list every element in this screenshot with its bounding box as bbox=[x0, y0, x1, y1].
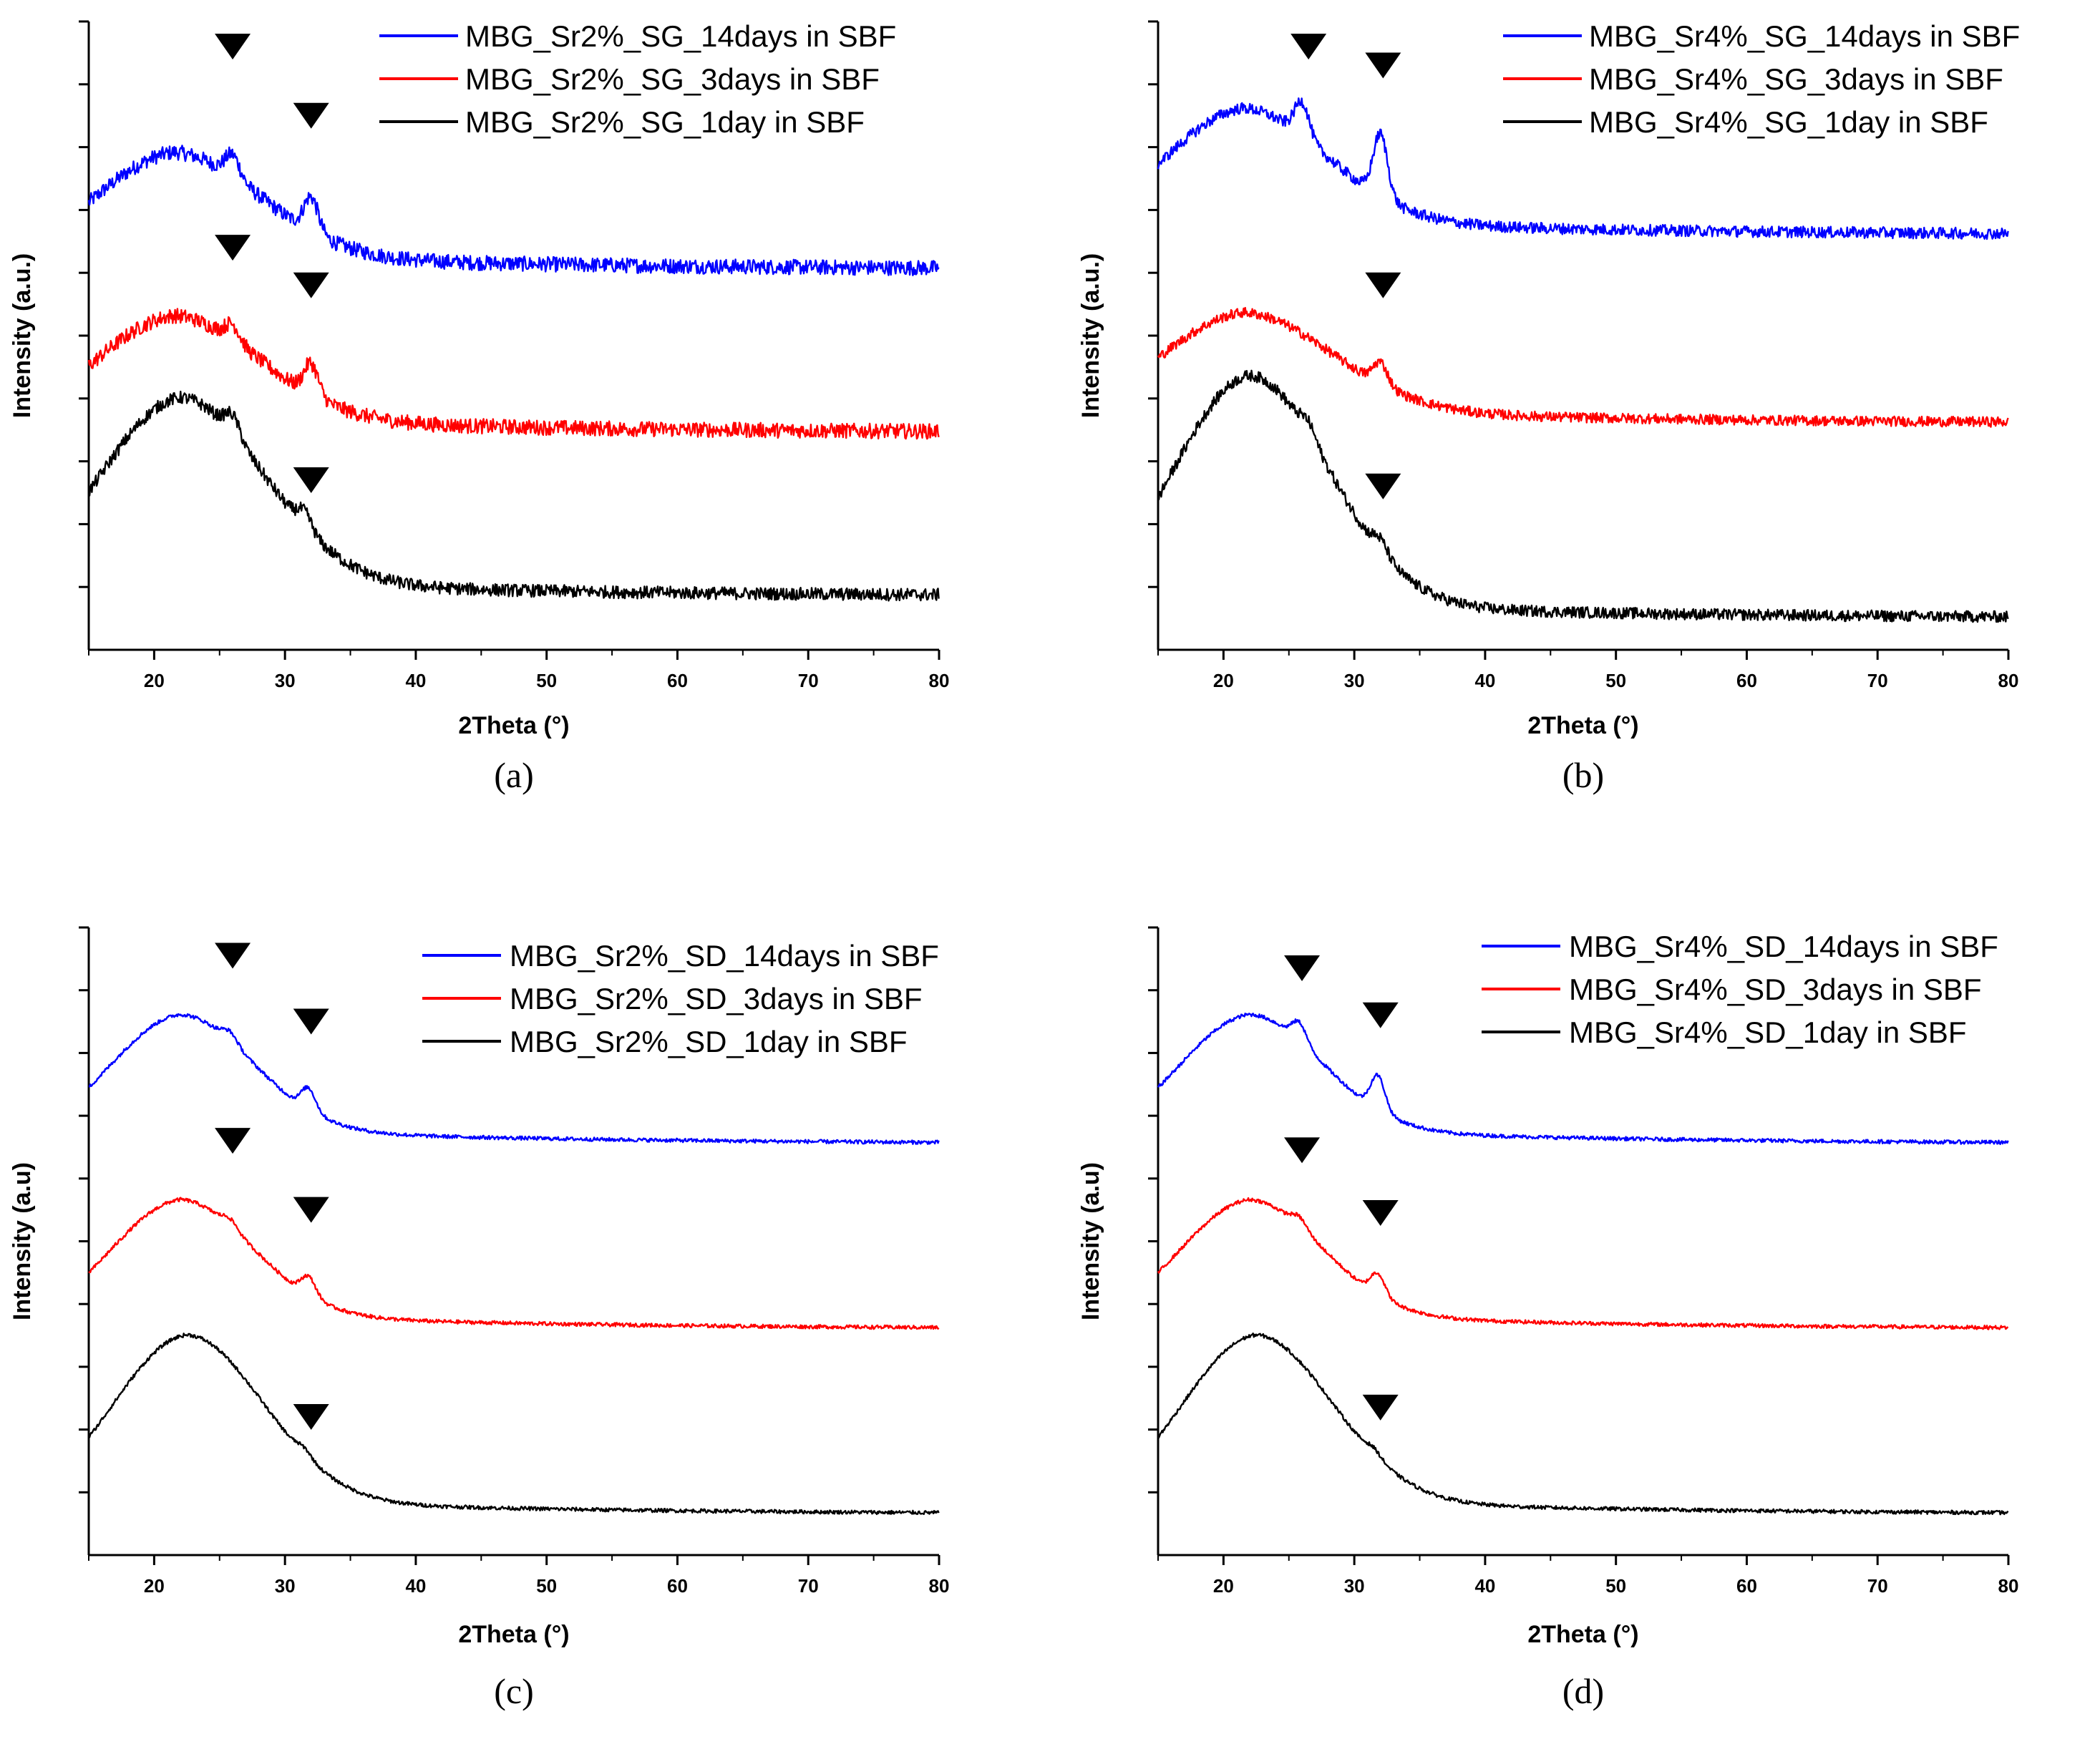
x-tick-label: 50 bbox=[536, 1575, 557, 1597]
peak-marker bbox=[293, 272, 329, 298]
peak-marker bbox=[1290, 34, 1327, 60]
legend-entry: MBG_Sr2%_SD_14days in SBF bbox=[510, 939, 939, 973]
panel-c: 20 30 40 50 60 70 80 2Theta (°) Intensity (a.u) M… bbox=[9, 926, 950, 1711]
peak-marker bbox=[293, 1404, 329, 1431]
series-line-1 bbox=[1157, 1013, 2009, 1145]
x-tick-label: 60 bbox=[667, 670, 688, 691]
x-tick-label: 30 bbox=[1344, 670, 1365, 691]
peak-marker bbox=[215, 235, 251, 261]
series-line-2 bbox=[88, 1197, 940, 1330]
legend: MBG_Sr4%_SG_14days in SBF MBG_Sr4%_SG_3da… bbox=[1503, 19, 2020, 139]
x-tick-label: 80 bbox=[1998, 670, 2019, 691]
panel-label: (c) bbox=[494, 1671, 534, 1711]
series-line-3 bbox=[88, 1333, 940, 1516]
x-tick-label: 20 bbox=[144, 670, 165, 691]
x-axis-title: 2Theta (°) bbox=[458, 712, 569, 739]
x-tick-label: 80 bbox=[929, 670, 950, 691]
y-axis-title: Intensity (a.u) bbox=[1077, 1162, 1104, 1320]
series-line-2 bbox=[1157, 306, 2009, 428]
x-tick-label: 30 bbox=[275, 1575, 296, 1597]
legend-entry: MBG_Sr2%_SG_3days in SBF bbox=[465, 62, 880, 96]
series-line-3 bbox=[1157, 1333, 2009, 1516]
panel-label: (b) bbox=[1562, 755, 1604, 795]
series-line-3 bbox=[88, 390, 940, 602]
x-tick-label: 60 bbox=[1736, 1575, 1757, 1597]
peak-marker bbox=[1362, 1394, 1399, 1421]
y-axis-title: Intensity (a.u.) bbox=[1077, 253, 1104, 418]
legend-entry: MBG_Sr4%_SD_3days in SBF bbox=[1569, 973, 1982, 1006]
panel-a: 20 30 40 50 60 70 80 2Theta (°) Intensity (a.u.)… bbox=[9, 19, 949, 795]
x-tick-label: 20 bbox=[144, 1575, 165, 1597]
y-axis-title: Intensity (a.u.) bbox=[9, 253, 36, 418]
x-tick-label: 80 bbox=[1998, 1575, 2019, 1597]
peak-marker bbox=[293, 1008, 329, 1035]
x-tick-label: 40 bbox=[405, 1575, 426, 1597]
x-tick-label: 40 bbox=[405, 670, 426, 691]
peak-marker bbox=[1362, 1002, 1399, 1028]
x-tick-label: 70 bbox=[1867, 670, 1888, 691]
y-axis-title: Intensity (a.u) bbox=[9, 1162, 36, 1320]
legend: MBG_Sr4%_SD_14days in SBF MBG_Sr4%_SD_3da… bbox=[1482, 930, 1998, 1049]
legend-entry: MBG_Sr4%_SD_1day in SBF bbox=[1569, 1015, 1967, 1049]
legend-entry: MBG_Sr2%_SG_1day in SBF bbox=[465, 105, 865, 139]
legend-entry: MBG_Sr4%_SG_3days in SBF bbox=[1589, 62, 2003, 96]
series-line-1 bbox=[88, 1013, 940, 1145]
panel-label: (d) bbox=[1562, 1671, 1604, 1711]
legend: MBG_Sr2%_SG_14days in SBF MBG_Sr2%_SG_3da… bbox=[379, 19, 896, 139]
x-tick-label: 20 bbox=[1213, 1575, 1234, 1597]
series-line-2 bbox=[87, 308, 940, 440]
peak-marker bbox=[1362, 1200, 1399, 1227]
legend: MBG_Sr2%_SD_14days in SBF MBG_Sr2%_SD_3da… bbox=[422, 939, 939, 1058]
x-tick-label: 40 bbox=[1474, 1575, 1495, 1597]
peak-marker bbox=[1365, 52, 1401, 79]
peak-marker bbox=[215, 942, 251, 969]
x-tick-label: 70 bbox=[798, 670, 819, 691]
peak-marker bbox=[215, 1128, 251, 1154]
peak-marker bbox=[1284, 1137, 1321, 1164]
peak-marker bbox=[293, 102, 329, 129]
x-axis-title: 2Theta (°) bbox=[1527, 1621, 1638, 1648]
panel-d: 20 30 40 50 60 70 80 2Theta (°) Intensity (a.u) M… bbox=[1077, 926, 2019, 1711]
legend-entry: MBG_Sr4%_SG_14days in SBF bbox=[1589, 19, 2020, 53]
panel-b: 20 30 40 50 60 70 80 2Theta (°) Intensity (a.u.)… bbox=[1077, 19, 2020, 795]
x-tick-label: 20 bbox=[1213, 670, 1234, 691]
x-tick-label: 50 bbox=[1605, 670, 1626, 691]
x-tick-label: 40 bbox=[1474, 670, 1495, 691]
peak-marker bbox=[1284, 955, 1321, 982]
legend-entry: MBG_Sr2%_SG_14days in SBF bbox=[465, 19, 896, 53]
x-axis-title: 2Theta (°) bbox=[1527, 712, 1638, 739]
peak-marker bbox=[293, 467, 329, 493]
x-tick-label: 60 bbox=[667, 1575, 688, 1597]
x-tick-label: 70 bbox=[798, 1575, 819, 1597]
series-line-1 bbox=[87, 145, 940, 276]
x-tick-label: 60 bbox=[1736, 670, 1757, 691]
x-tick-label: 70 bbox=[1867, 1575, 1888, 1597]
x-axis-title: 2Theta (°) bbox=[458, 1621, 569, 1648]
x-tick-label: 30 bbox=[1344, 1575, 1365, 1597]
x-tick-label: 50 bbox=[1605, 1575, 1626, 1597]
peak-marker bbox=[293, 1197, 329, 1223]
peak-marker bbox=[1365, 272, 1401, 298]
series-line-1 bbox=[1157, 97, 2009, 240]
legend-entry: MBG_Sr4%_SD_14days in SBF bbox=[1569, 930, 1998, 963]
peak-marker bbox=[1365, 473, 1401, 500]
x-tick-label: 30 bbox=[275, 670, 296, 691]
x-tick-label: 80 bbox=[929, 1575, 950, 1597]
series-line-2 bbox=[1157, 1197, 2009, 1330]
legend-entry: MBG_Sr4%_SG_1day in SBF bbox=[1589, 105, 1988, 139]
panel-label: (a) bbox=[494, 755, 534, 795]
legend-entry: MBG_Sr2%_SD_1day in SBF bbox=[510, 1025, 908, 1058]
peak-marker bbox=[215, 34, 251, 60]
series-line-3 bbox=[1157, 369, 2009, 623]
x-tick-label: 50 bbox=[536, 670, 557, 691]
legend-entry: MBG_Sr2%_SD_3days in SBF bbox=[510, 982, 923, 1015]
